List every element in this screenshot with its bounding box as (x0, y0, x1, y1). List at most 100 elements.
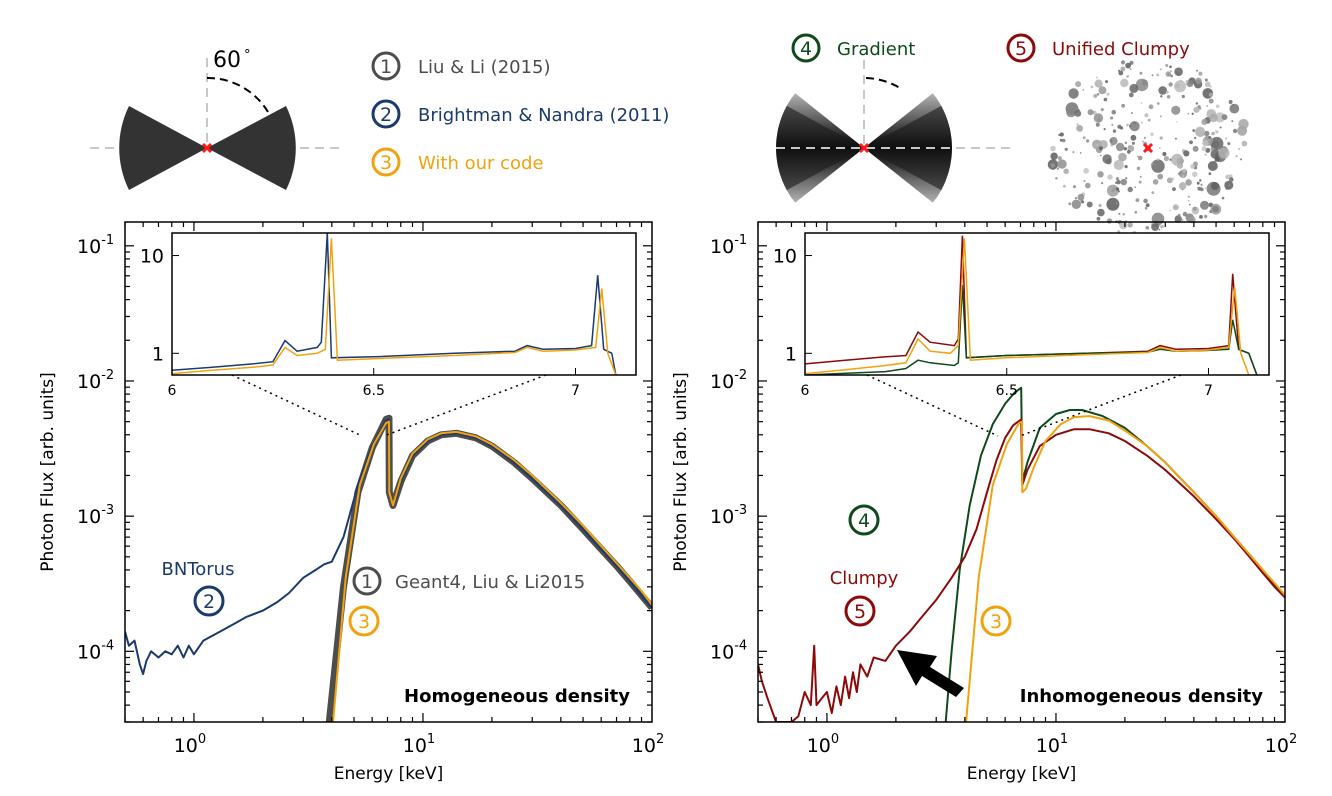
legend-label-1: Liu & Li (2015) (418, 57, 551, 78)
clump (1201, 118, 1208, 125)
clump (1204, 130, 1210, 137)
clump (1187, 195, 1190, 198)
clump (1085, 139, 1090, 143)
inset-series-line (172, 238, 617, 375)
clump (1169, 65, 1172, 69)
clump (1210, 149, 1221, 159)
clump (1097, 208, 1105, 217)
inset-frame (804, 232, 1270, 376)
clump (1172, 187, 1176, 192)
clump (1101, 182, 1104, 185)
series-line-s3 (965, 415, 1285, 722)
inset-background (805, 233, 1269, 375)
clump (1063, 168, 1069, 175)
series-line-s2 (125, 418, 652, 675)
clump (1068, 202, 1072, 206)
clump (1224, 137, 1228, 140)
x-tick-label: 100 (807, 732, 839, 757)
clump (1214, 160, 1217, 163)
legend-item-2-circle (371, 99, 401, 129)
clump (1188, 200, 1190, 202)
clump (1210, 146, 1215, 151)
clump (1118, 212, 1121, 215)
annotation-5-circle (844, 595, 876, 627)
y-tick-label: 10-3 (710, 503, 747, 528)
annotation-1-circle (352, 566, 382, 596)
clump (1175, 121, 1178, 123)
annotation-text: Geant4, Liu & Li2015 (395, 572, 585, 593)
clump (1082, 136, 1086, 140)
annotation-3-circle (980, 605, 1012, 637)
clump (1199, 215, 1203, 219)
clump (1142, 140, 1144, 143)
clump (1178, 182, 1187, 190)
clump (1165, 90, 1169, 94)
y-tick-label: 10-3 (77, 503, 114, 528)
clump (1120, 78, 1129, 88)
clump (1215, 130, 1219, 134)
clump (1174, 215, 1182, 223)
clump (1160, 225, 1164, 229)
clump (1227, 142, 1231, 146)
clump (1075, 81, 1082, 88)
clump (1059, 138, 1063, 142)
clump (1115, 187, 1120, 191)
clump (1188, 203, 1191, 206)
clump (1151, 74, 1154, 77)
clump (1068, 88, 1079, 99)
clump (1087, 109, 1094, 116)
clump (1076, 123, 1079, 126)
clump (1181, 219, 1184, 221)
clump (1095, 76, 1098, 79)
clump (1200, 183, 1203, 186)
series-line-s1 (325, 414, 652, 722)
plot-area (125, 414, 652, 722)
clump (1055, 177, 1058, 180)
clump (1185, 179, 1192, 186)
clump (1229, 103, 1240, 114)
clump (1171, 153, 1184, 166)
clump (1196, 181, 1200, 185)
clump (1143, 198, 1148, 204)
clump (1150, 162, 1154, 166)
x-axis-label: Energy [keV] (334, 764, 444, 784)
clump (1177, 213, 1181, 217)
clump (1117, 124, 1122, 129)
clump (1172, 204, 1179, 211)
clump (1200, 187, 1204, 192)
clump (1190, 164, 1196, 169)
clump (1131, 112, 1133, 114)
clump (1111, 109, 1116, 115)
clump (1136, 155, 1139, 158)
clump (1120, 178, 1128, 186)
clump (1231, 120, 1234, 123)
clump (1204, 153, 1207, 156)
clump (1117, 190, 1120, 193)
clump (1228, 100, 1233, 104)
clump (1090, 85, 1094, 89)
clump (1145, 203, 1150, 208)
inset-series-line (805, 238, 1250, 375)
y-tick-label: 10-2 (77, 368, 114, 393)
clump (1131, 141, 1135, 145)
clump (1215, 112, 1226, 123)
inset-connector (231, 374, 363, 437)
clump (1127, 186, 1133, 193)
torus-wedge-right (207, 106, 296, 190)
clump (1135, 78, 1149, 92)
clump (1153, 163, 1156, 166)
clump (1208, 172, 1212, 176)
clump (1056, 167, 1060, 170)
clump (1212, 205, 1219, 213)
clump (1157, 173, 1164, 180)
clump (1109, 137, 1118, 145)
y-tick-label: 10-1 (77, 233, 114, 258)
clump (1169, 209, 1172, 212)
clump (1063, 184, 1066, 188)
clump (1144, 113, 1149, 118)
clump (1115, 181, 1118, 184)
y-tick-label: 10-2 (710, 368, 747, 393)
clump (1115, 142, 1125, 152)
